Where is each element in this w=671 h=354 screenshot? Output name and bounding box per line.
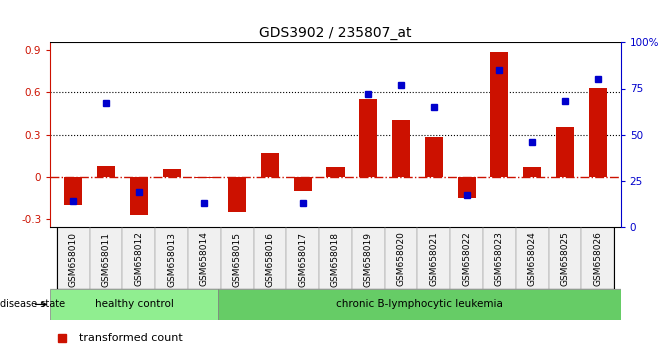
Text: disease state: disease state xyxy=(0,299,65,309)
Bar xyxy=(57,227,90,289)
Bar xyxy=(359,99,377,177)
Bar xyxy=(90,227,122,289)
Bar xyxy=(319,227,352,289)
Bar xyxy=(294,177,312,191)
Text: healthy control: healthy control xyxy=(95,299,174,309)
Bar xyxy=(384,227,417,289)
Bar xyxy=(195,177,213,178)
Text: GSM658021: GSM658021 xyxy=(429,232,438,286)
Title: GDS3902 / 235807_at: GDS3902 / 235807_at xyxy=(259,26,412,40)
Bar xyxy=(254,227,287,289)
Text: GSM658023: GSM658023 xyxy=(495,232,504,286)
Bar xyxy=(287,227,319,289)
Text: GSM658022: GSM658022 xyxy=(462,232,471,286)
Text: GSM658017: GSM658017 xyxy=(298,232,307,286)
Text: GSM658026: GSM658026 xyxy=(593,232,603,286)
Bar xyxy=(155,227,188,289)
Text: GSM658016: GSM658016 xyxy=(266,232,274,286)
Bar xyxy=(221,227,254,289)
Bar xyxy=(97,166,115,177)
Bar xyxy=(228,177,246,212)
Bar xyxy=(122,227,155,289)
Text: GSM658018: GSM658018 xyxy=(331,232,340,286)
Bar xyxy=(549,227,581,289)
Bar xyxy=(352,227,384,289)
Bar xyxy=(188,227,221,289)
Bar xyxy=(425,137,443,177)
Bar xyxy=(162,169,180,177)
Text: GSM658011: GSM658011 xyxy=(101,232,111,286)
Text: GSM658019: GSM658019 xyxy=(364,232,373,286)
Bar xyxy=(556,127,574,177)
Bar xyxy=(261,153,279,177)
Text: GSM658012: GSM658012 xyxy=(134,232,144,286)
Text: GSM658024: GSM658024 xyxy=(527,232,537,286)
Bar xyxy=(218,289,621,320)
Bar xyxy=(392,120,410,177)
Text: GSM658020: GSM658020 xyxy=(397,232,405,286)
Text: transformed count: transformed count xyxy=(79,333,183,343)
Bar xyxy=(523,167,541,177)
Text: GSM658015: GSM658015 xyxy=(233,232,242,286)
Text: chronic B-lymphocytic leukemia: chronic B-lymphocytic leukemia xyxy=(336,299,503,309)
Bar xyxy=(588,88,607,177)
Bar xyxy=(327,167,344,177)
Bar xyxy=(491,52,509,177)
Text: GSM658013: GSM658013 xyxy=(167,232,176,286)
Bar xyxy=(64,177,83,205)
Bar xyxy=(417,227,450,289)
Text: GSM658014: GSM658014 xyxy=(200,232,209,286)
Bar xyxy=(450,227,483,289)
Bar xyxy=(50,289,218,320)
Bar xyxy=(458,177,476,198)
Text: GSM658010: GSM658010 xyxy=(68,232,78,286)
Bar xyxy=(516,227,549,289)
Text: GSM658025: GSM658025 xyxy=(560,232,570,286)
Bar xyxy=(130,177,148,215)
Bar xyxy=(483,227,516,289)
Bar xyxy=(581,227,614,289)
